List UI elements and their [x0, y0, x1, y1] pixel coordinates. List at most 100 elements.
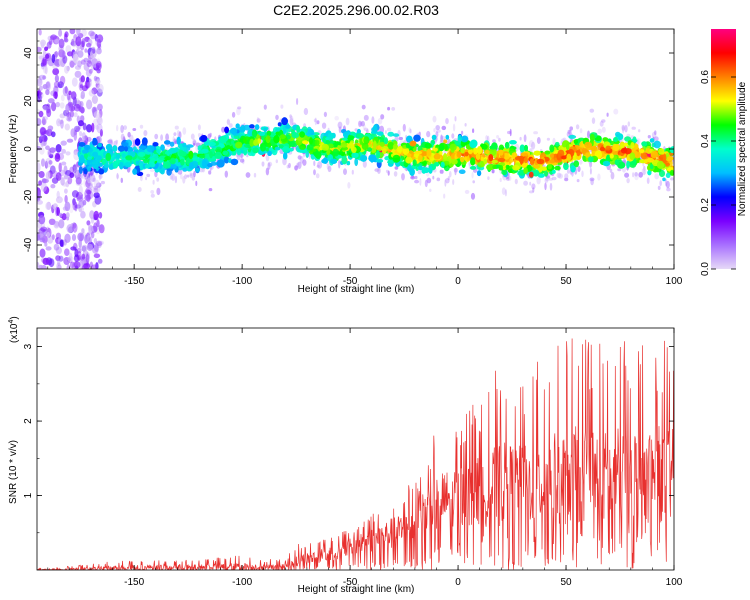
spectrogram-haze — [81, 132, 86, 140]
spectrogram-speckle — [95, 62, 101, 69]
spectrogram-cell — [620, 147, 628, 154]
spectrogram-speckle — [96, 123, 103, 134]
spectrogram-haze — [294, 165, 298, 171]
spectrogram-haze — [414, 179, 420, 184]
spectrogram-cell — [265, 135, 271, 144]
spectrogram-cell — [266, 142, 272, 148]
spectrogram-cell — [124, 146, 128, 152]
spectrogram-cell — [498, 149, 504, 156]
spectrogram-speckle — [52, 68, 60, 76]
spectrogram-haze — [316, 164, 320, 168]
spectrogram-haze — [286, 164, 290, 169]
spectrogram-haze — [589, 160, 593, 168]
spectrogram-speckle — [69, 110, 75, 118]
spectrogram-speckle — [77, 232, 85, 242]
spectrogram-speckle — [78, 239, 82, 249]
spectrogram-haze — [429, 188, 432, 192]
spectrogram-haze — [317, 161, 323, 169]
spectrogram-haze — [654, 173, 660, 180]
spectrogram-speckle — [45, 81, 50, 89]
spectrogram-cell — [424, 142, 432, 149]
colorbar-tick-label: 0.4 — [700, 134, 711, 148]
spectrogram-cell — [599, 146, 606, 152]
spectrogram-speckle — [81, 85, 88, 92]
spectrogram-speckle — [51, 131, 56, 138]
spectrogram-cell — [236, 148, 242, 156]
spectrogram-speckle — [81, 38, 86, 44]
spectrogram-haze — [139, 124, 144, 129]
spectrogram-cell — [662, 153, 667, 162]
spectrogram-speckle — [72, 222, 78, 233]
spectrogram-speckle — [91, 185, 95, 195]
spectrogram-cell — [620, 142, 625, 150]
spectrogram-haze — [197, 133, 202, 138]
x-tick-label: 0 — [455, 276, 461, 287]
spectrogram-cell — [115, 153, 121, 160]
spectrogram-cell — [164, 140, 171, 145]
y-tick-label: -40 — [23, 237, 34, 252]
spectrogram-haze — [338, 160, 341, 169]
spectrogram-haze — [485, 135, 488, 141]
spectrogram-haze — [432, 175, 435, 180]
spectrogram-speckle — [55, 144, 62, 153]
spectrogram-cell — [536, 158, 545, 165]
spectrogram-cell — [354, 157, 359, 167]
spectrogram-cell — [417, 154, 423, 162]
spectrogram-haze — [197, 124, 201, 131]
spectrogram-cell — [614, 159, 620, 166]
spectrogram-haze — [504, 189, 507, 197]
spectrogram-haze — [589, 167, 592, 175]
spectrogram-haze — [361, 104, 366, 110]
spectrogram-haze — [579, 159, 583, 165]
spectrogram-cell — [491, 159, 498, 164]
spectrogram-cell — [414, 150, 423, 155]
spectrogram-cell — [418, 165, 423, 171]
snr-panel: -150 -100 -50 0 50 100 1 2 3 Height of straight… — [8, 316, 683, 595]
spectrogram-cell — [327, 132, 335, 139]
spectrogram-haze — [401, 173, 405, 181]
spectrogram-speckle — [86, 243, 93, 251]
spectrogram-haze — [363, 114, 369, 121]
spectrogram-cell — [139, 162, 144, 171]
spectrogram-cell — [624, 136, 632, 142]
spectrogram-cell — [639, 149, 645, 154]
spectrogram-cell — [669, 169, 674, 176]
spectrogram-cell — [476, 146, 483, 155]
spectrogram-cell — [459, 156, 465, 163]
spectrogram-haze — [239, 158, 245, 163]
spectrogram-cell — [460, 147, 466, 154]
spectrogram-cell — [669, 146, 674, 154]
spectrogram-speckle — [50, 184, 56, 189]
spectrogram-haze — [93, 185, 99, 191]
spectrogram-speckle — [72, 96, 77, 107]
x-tick-label: 100 — [666, 577, 683, 588]
spectrogram-haze — [313, 118, 317, 123]
spectrogram-speckle — [37, 200, 43, 205]
spectrogram-haze — [289, 117, 294, 126]
spectrogram-cell — [489, 147, 497, 156]
y-tick-label: 2 — [23, 418, 34, 424]
spectrogram-haze — [544, 178, 549, 183]
spectrogram-cell — [405, 156, 413, 164]
spectrogram-haze — [94, 125, 100, 130]
spectrogram-haze — [150, 190, 155, 194]
spectrogram-haze — [123, 125, 127, 130]
spectrogram-haze — [507, 175, 512, 181]
spectrogram-haze — [313, 160, 316, 167]
spectrogram-cell — [541, 166, 547, 171]
spectrogram-speckle — [50, 170, 58, 178]
spectrogram-speckle — [45, 202, 51, 211]
spectrogram-y-label: Frequency (Hz) — [8, 115, 19, 184]
spectrogram-haze — [433, 128, 436, 133]
spectrogram-haze — [107, 139, 113, 144]
spectrogram-cell — [440, 161, 445, 168]
spectrogram-speckle — [49, 153, 54, 159]
spectrogram-speckle — [60, 94, 65, 102]
spectrogram-cell — [413, 134, 421, 142]
spectrogram-haze — [549, 182, 553, 191]
spectrogram-haze — [647, 135, 651, 139]
spectrogram-cell — [201, 148, 209, 154]
spectrogram-speckle — [86, 124, 93, 133]
spectrogram-cell — [149, 157, 156, 163]
spectrogram-haze — [221, 126, 226, 133]
